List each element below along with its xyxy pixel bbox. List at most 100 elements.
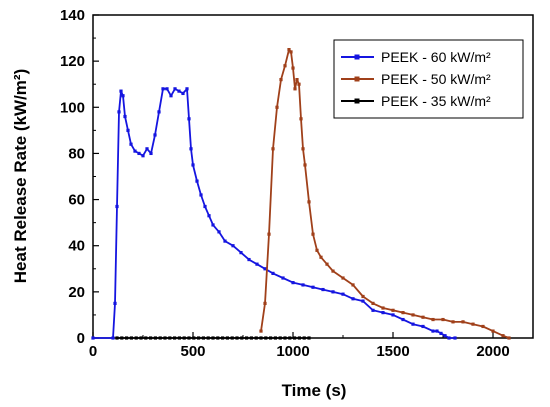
data-point bbox=[117, 110, 121, 114]
data-point bbox=[255, 262, 259, 266]
data-point bbox=[299, 117, 303, 121]
data-point bbox=[123, 114, 127, 119]
data-point bbox=[269, 336, 273, 340]
data-point bbox=[149, 151, 153, 156]
data-point bbox=[303, 163, 307, 167]
data-point bbox=[295, 78, 299, 82]
series-2 bbox=[259, 48, 511, 340]
data-point bbox=[129, 142, 133, 146]
data-point bbox=[371, 301, 375, 305]
data-point bbox=[207, 214, 211, 218]
data-point bbox=[271, 147, 275, 151]
data-point bbox=[315, 248, 319, 252]
data-point bbox=[191, 163, 195, 167]
data-point bbox=[230, 336, 234, 340]
data-point bbox=[189, 147, 193, 151]
data-point bbox=[206, 336, 210, 340]
data-point bbox=[267, 232, 271, 236]
series-layer bbox=[91, 48, 511, 340]
legend: PEEK - 60 kW/m² PEEK - 50 kW/m² PEEK - 35 … bbox=[333, 39, 524, 119]
data-point bbox=[281, 276, 285, 280]
x-tick-label: 1000 bbox=[276, 343, 309, 360]
data-point bbox=[111, 336, 115, 340]
data-point bbox=[223, 239, 227, 243]
series-3 bbox=[115, 336, 311, 340]
data-point bbox=[165, 87, 169, 91]
data-point bbox=[451, 320, 455, 324]
x-tick-label: 2000 bbox=[476, 343, 509, 360]
data-point bbox=[137, 151, 141, 156]
data-point bbox=[361, 294, 365, 299]
legend-marker bbox=[354, 76, 360, 82]
data-point bbox=[421, 315, 425, 319]
data-point bbox=[203, 204, 207, 209]
data-point bbox=[279, 78, 283, 82]
data-point bbox=[126, 128, 130, 132]
data-point bbox=[291, 281, 295, 285]
data-point bbox=[115, 336, 119, 340]
data-point bbox=[461, 320, 465, 324]
y-axis-ticks: 0 20 40 60 80 100 120 140 bbox=[60, 7, 99, 347]
data-point bbox=[491, 329, 495, 333]
legend-marker bbox=[354, 54, 360, 60]
y-tick-label: 80 bbox=[68, 145, 85, 162]
data-point bbox=[153, 133, 157, 137]
data-point bbox=[351, 283, 355, 287]
data-point bbox=[153, 336, 157, 340]
data-point bbox=[231, 244, 235, 248]
data-point bbox=[217, 230, 221, 234]
data-point bbox=[177, 89, 181, 93]
y-tick-label: 40 bbox=[68, 238, 85, 255]
data-point bbox=[161, 87, 165, 91]
data-point bbox=[119, 89, 123, 93]
data-point bbox=[168, 336, 172, 340]
data-point bbox=[157, 110, 161, 114]
data-point bbox=[287, 48, 291, 52]
data-point bbox=[293, 87, 297, 91]
data-point bbox=[177, 336, 181, 340]
data-point bbox=[247, 257, 251, 262]
data-point bbox=[275, 105, 279, 109]
data-point bbox=[297, 336, 301, 340]
data-point bbox=[221, 336, 225, 340]
data-point bbox=[263, 301, 267, 305]
data-point bbox=[435, 329, 439, 333]
series-line bbox=[93, 87, 455, 339]
data-point bbox=[391, 313, 395, 317]
y-tick-label: 60 bbox=[68, 192, 85, 209]
data-point bbox=[381, 311, 385, 315]
data-point bbox=[273, 336, 277, 340]
data-point bbox=[351, 297, 355, 301]
data-point bbox=[173, 336, 177, 340]
data-point bbox=[158, 336, 162, 340]
data-point bbox=[240, 336, 244, 340]
data-point bbox=[421, 324, 425, 329]
legend-label: PEEK - 60 kW/m² bbox=[381, 49, 491, 65]
data-point bbox=[254, 336, 258, 340]
data-point bbox=[319, 255, 323, 259]
y-tick-label: 100 bbox=[60, 99, 85, 116]
data-point bbox=[401, 311, 405, 315]
data-point bbox=[173, 87, 177, 91]
data-point bbox=[192, 336, 196, 340]
y-tick-label: 120 bbox=[60, 53, 85, 70]
data-point bbox=[331, 269, 335, 273]
data-point bbox=[259, 329, 263, 333]
legend-label: PEEK - 50 kW/m² bbox=[381, 71, 491, 87]
data-point bbox=[321, 287, 325, 292]
data-point bbox=[195, 179, 199, 183]
data-point bbox=[144, 336, 148, 340]
data-point bbox=[431, 329, 435, 333]
data-point bbox=[289, 50, 293, 54]
data-point bbox=[163, 336, 167, 340]
data-point bbox=[453, 336, 457, 340]
data-point bbox=[120, 336, 124, 340]
data-point bbox=[341, 292, 345, 296]
data-point bbox=[149, 336, 153, 340]
data-point bbox=[325, 262, 329, 266]
data-point bbox=[225, 336, 229, 340]
x-tick-label: 0 bbox=[89, 343, 97, 360]
data-point bbox=[113, 301, 117, 305]
data-point bbox=[302, 336, 306, 340]
data-point bbox=[139, 336, 143, 340]
